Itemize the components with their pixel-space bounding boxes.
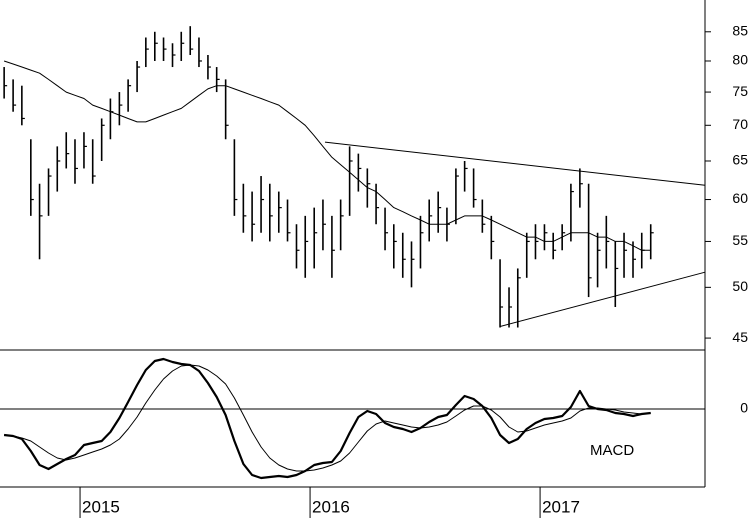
x-tick-label: 2017 bbox=[542, 497, 580, 516]
macd-label: MACD bbox=[590, 442, 634, 459]
y-tick-label: 85 bbox=[732, 22, 748, 38]
macd-line bbox=[4, 364, 651, 472]
x-tick-label: 2016 bbox=[312, 497, 350, 516]
y-tick-label: 50 bbox=[732, 278, 748, 294]
x-tick-label: 2015 bbox=[82, 497, 120, 516]
y-tick-label: 0 bbox=[740, 400, 748, 416]
y-tick-label: 75 bbox=[732, 83, 748, 99]
y-tick-label: 80 bbox=[732, 52, 748, 68]
y-tick-label: 55 bbox=[732, 232, 748, 248]
trendline bbox=[499, 271, 706, 327]
y-tick-label: 65 bbox=[732, 152, 748, 168]
y-tick-label: 45 bbox=[732, 329, 748, 345]
moving-average bbox=[3, 60, 651, 251]
y-tick-label: 70 bbox=[732, 116, 748, 132]
trendline bbox=[324, 141, 706, 186]
y-tick-label: 60 bbox=[732, 190, 748, 206]
macd-line bbox=[3, 357, 651, 480]
